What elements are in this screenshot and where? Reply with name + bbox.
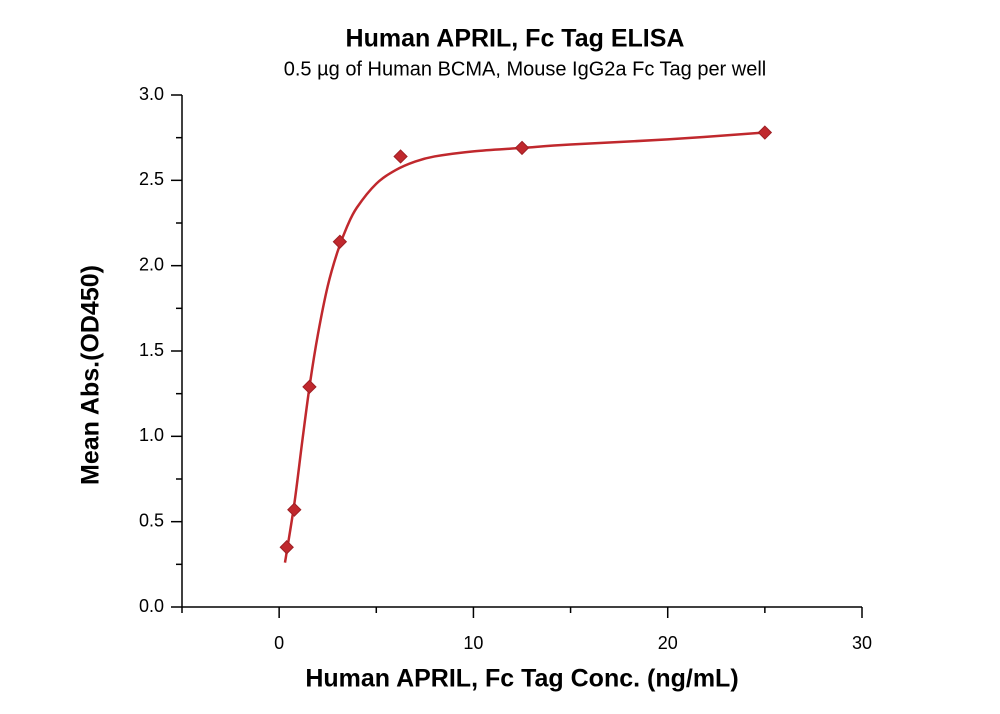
y-tick-label: 0.0 — [139, 596, 164, 616]
y-axis-label: Mean Abs.(OD450) — [77, 265, 105, 485]
data-point — [393, 149, 408, 164]
y-tick-label: 1.5 — [139, 340, 164, 360]
chart-subtitle: 0.5 µg of Human BCMA, Mouse IgG2a Fc Tag… — [284, 58, 766, 80]
y-tick-label: 0.5 — [139, 510, 164, 530]
x-tick-label: 30 — [852, 633, 872, 653]
data-point — [757, 125, 773, 140]
data-point — [514, 140, 530, 156]
x-tick-label: 0 — [274, 633, 284, 653]
x-axis-label: Human APRIL, Fc Tag Conc. (ng/mL) — [305, 665, 738, 693]
fit-curve — [283, 131, 765, 563]
data-point — [302, 379, 317, 395]
y-tick-label: 3.0 — [139, 84, 164, 104]
chart-title: Human APRIL, Fc Tag ELISA — [346, 25, 685, 53]
data-point — [279, 540, 294, 555]
data-point — [332, 234, 348, 249]
data-point — [287, 502, 302, 517]
x-tick-label: 20 — [658, 633, 678, 653]
y-tick-label: 1.0 — [139, 425, 164, 445]
y-tick-label: 2.5 — [139, 169, 164, 189]
x-tick-label: 10 — [463, 633, 483, 653]
y-tick-label: 2.0 — [139, 254, 164, 274]
